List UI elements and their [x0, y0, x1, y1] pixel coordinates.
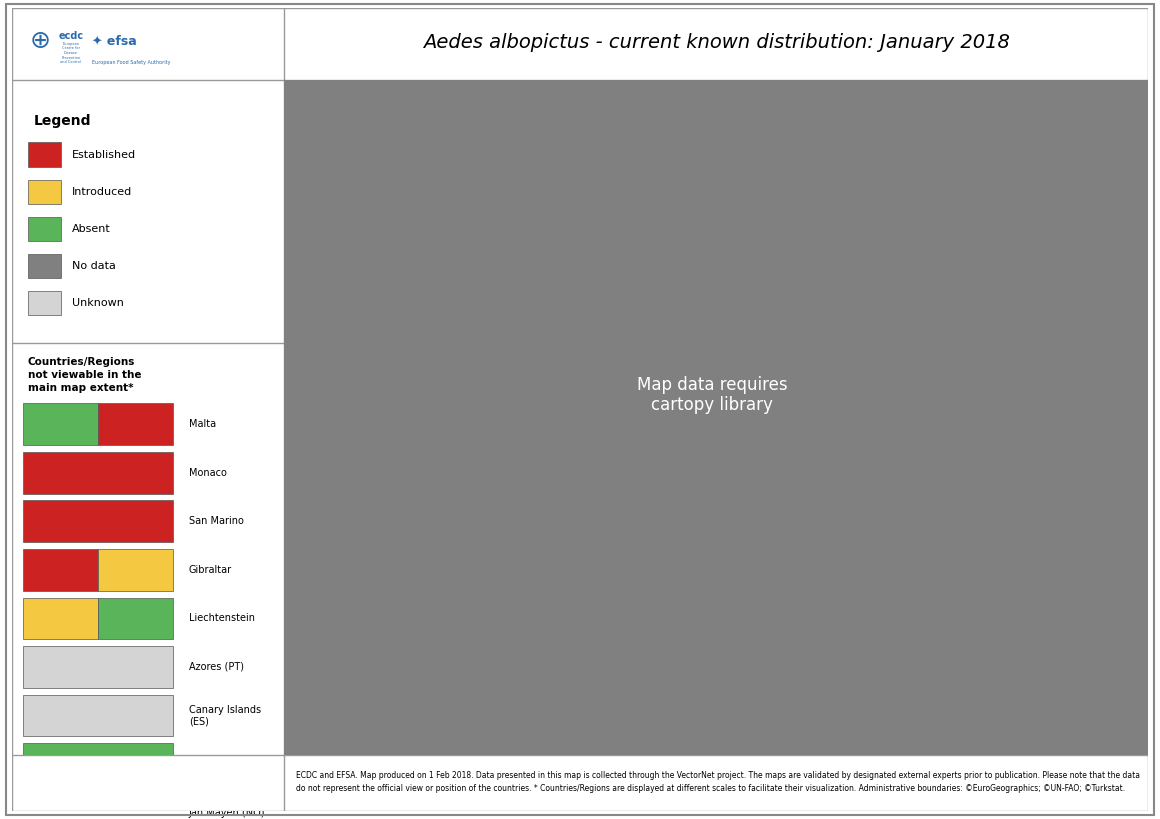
FancyBboxPatch shape [12, 754, 1148, 811]
Bar [97, 598, 173, 640]
Text: ✦ efsa: ✦ efsa [92, 34, 136, 48]
Text: Liechtenstein: Liechtenstein [189, 613, 255, 623]
Text: San Marino: San Marino [189, 516, 244, 527]
FancyBboxPatch shape [12, 80, 284, 754]
Bar [28, 143, 60, 167]
Text: ecdc: ecdc [58, 30, 84, 41]
Bar [28, 291, 60, 315]
Text: Canary Islands
(ES): Canary Islands (ES) [189, 704, 261, 726]
Text: Unknown: Unknown [72, 298, 123, 308]
Text: Map data requires
cartopy library: Map data requires cartopy library [637, 376, 788, 414]
Text: Malta: Malta [189, 419, 216, 429]
Bar [22, 646, 173, 688]
Text: Azores (PT): Azores (PT) [189, 662, 244, 672]
Text: Established: Established [72, 150, 136, 160]
Bar [28, 216, 60, 241]
Text: Introduced: Introduced [72, 187, 132, 197]
FancyBboxPatch shape [12, 8, 1148, 80]
Bar [97, 549, 173, 590]
Bar [22, 549, 97, 590]
Text: Jan Mayen (NO): Jan Mayen (NO) [189, 808, 266, 817]
Bar [28, 179, 60, 204]
Text: Monaco: Monaco [189, 468, 227, 477]
Bar [22, 404, 97, 446]
Text: Madeira (PT): Madeira (PT) [189, 759, 251, 769]
Text: Absent: Absent [72, 224, 110, 233]
Text: ⊕: ⊕ [29, 29, 51, 52]
Text: Gibraltar: Gibraltar [189, 565, 232, 575]
Text: Countries/Regions
not viewable in the
main map extent*: Countries/Regions not viewable in the ma… [28, 357, 142, 393]
Text: European
Centre for
Disease
Prevention
and Control: European Centre for Disease Prevention a… [60, 42, 81, 64]
Bar [22, 452, 173, 494]
Bar [97, 404, 173, 446]
Bar [22, 743, 173, 785]
Bar [22, 500, 173, 542]
Bar [22, 695, 173, 736]
Text: No data: No data [72, 260, 116, 271]
Text: Legend: Legend [34, 114, 90, 128]
Text: European Food Safety Authority: European Food Safety Authority [92, 60, 171, 65]
Bar [22, 598, 97, 640]
Bar [28, 254, 60, 278]
Bar [22, 792, 173, 819]
Text: ECDC and EFSA. Map produced on 1 Feb 2018. Data presented in this map is collect: ECDC and EFSA. Map produced on 1 Feb 201… [296, 771, 1140, 793]
Text: Aedes albopictus - current known distribution: January 2018: Aedes albopictus - current known distrib… [423, 34, 1010, 52]
